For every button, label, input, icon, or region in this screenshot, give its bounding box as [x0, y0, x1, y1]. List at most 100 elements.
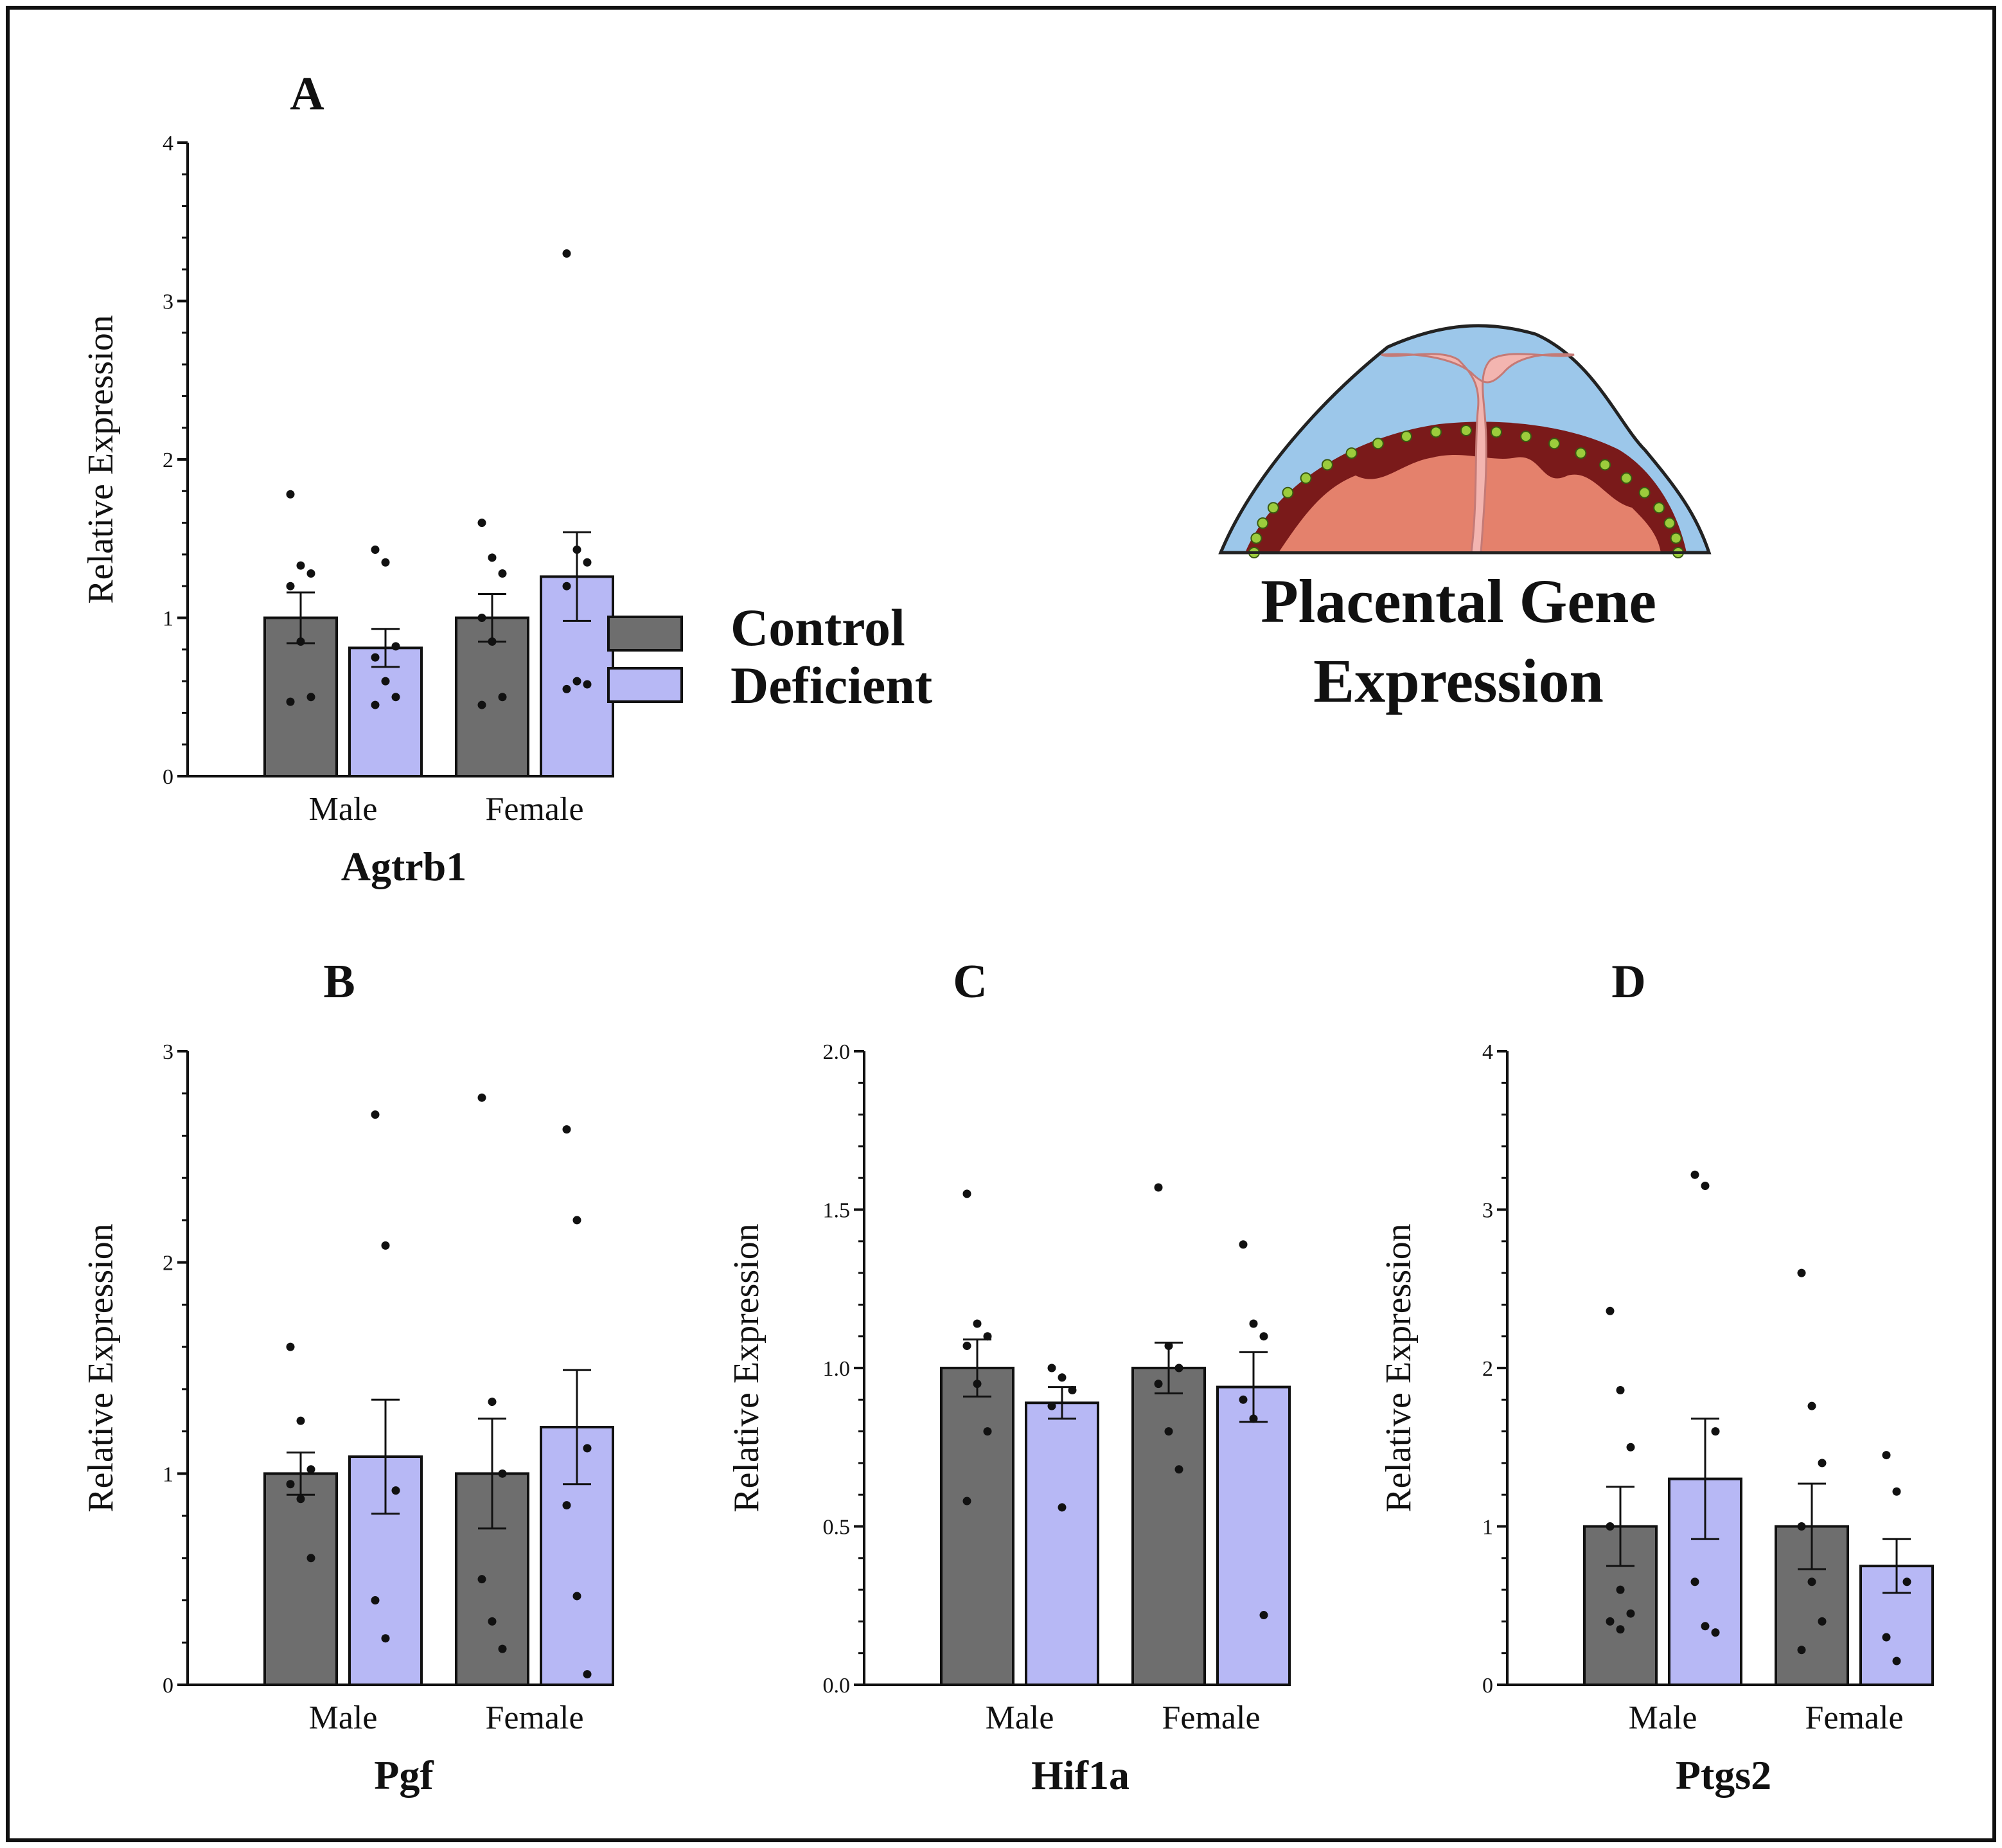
- data-point: [286, 697, 295, 706]
- y-tick-label: 0: [1482, 1674, 1493, 1698]
- panel-b-chart: B Relative Expression 0 1 2 3 Male Female Pgf: [81, 955, 614, 1798]
- y-tick-label: 2: [1482, 1357, 1493, 1381]
- placenta-cell-dot: [1663, 517, 1676, 529]
- data-point: [1154, 1380, 1163, 1389]
- placenta-cell-dot: [1548, 438, 1561, 450]
- x-category-label: Male: [1629, 1700, 1697, 1736]
- data-point: [1690, 1170, 1699, 1179]
- x-category-label: Male: [309, 1700, 378, 1736]
- bar-control: [940, 1367, 1014, 1686]
- data-point: [306, 693, 315, 702]
- panel-c-chart: C Relative Expression 0.0 0.5 1.0 1.5 2.0 Male F…: [727, 955, 1291, 1798]
- y-axis-label: Relative Expression: [81, 315, 121, 603]
- data-point: [562, 684, 571, 693]
- data-point: [1616, 1585, 1625, 1594]
- y-tick-label: 1: [163, 1462, 173, 1486]
- data-point: [488, 1617, 497, 1626]
- placenta-cell-dot: [1599, 459, 1611, 471]
- data-point: [286, 490, 295, 499]
- data-point: [391, 693, 400, 702]
- y-axis-label: Relative Expression: [1379, 1223, 1419, 1512]
- bar-deficient: [1216, 1385, 1291, 1687]
- data-point: [477, 1575, 486, 1584]
- y-tick-label: 1.0: [823, 1357, 851, 1381]
- data-point: [306, 569, 315, 578]
- legend-label-deficient: Deficient: [731, 656, 932, 715]
- data-point: [572, 546, 581, 555]
- data-point: [381, 1241, 390, 1250]
- data-point: [1797, 1522, 1806, 1531]
- data-point: [1818, 1459, 1827, 1468]
- placenta-cell-dot: [1300, 472, 1312, 484]
- panel-letter: C: [953, 955, 987, 1008]
- y-tick-label: 0.5: [823, 1516, 851, 1540]
- data-point: [962, 1189, 971, 1198]
- y-tick-label: 0: [163, 1674, 173, 1698]
- data-point: [1807, 1401, 1816, 1410]
- data-point: [1626, 1443, 1635, 1452]
- data-point: [498, 569, 507, 578]
- data-point: [296, 1416, 305, 1425]
- data-point: [1164, 1427, 1173, 1436]
- gene-label: Hif1a: [1031, 1752, 1129, 1798]
- data-point: [1701, 1622, 1710, 1631]
- x-category-label: Male: [309, 791, 378, 828]
- data-point: [583, 1670, 592, 1679]
- placenta-cell-dot: [1345, 447, 1358, 459]
- placenta-cell-dot: [1321, 459, 1333, 471]
- data-point: [562, 582, 571, 591]
- data-point: [498, 693, 507, 702]
- data-point: [296, 637, 305, 646]
- y-axis-label: Relative Expression: [727, 1223, 766, 1512]
- data-point: [296, 561, 305, 570]
- x-category-label: Female: [485, 1700, 583, 1736]
- y-tick-label: 4: [1482, 1040, 1493, 1064]
- placenta-cell-dot: [1430, 426, 1442, 438]
- data-point: [1174, 1465, 1183, 1474]
- data-point: [1711, 1628, 1720, 1637]
- y-tick-label: 3: [1482, 1199, 1493, 1223]
- placenta-cell-dot: [1620, 472, 1633, 484]
- data-point: [1797, 1646, 1806, 1655]
- y-tick-label: 3: [163, 290, 173, 314]
- data-point: [1892, 1657, 1901, 1666]
- figure-title-line1: Placental Gene: [1261, 567, 1656, 635]
- data-point: [306, 1465, 315, 1474]
- data-point: [286, 1342, 295, 1351]
- data-point: [562, 1125, 571, 1134]
- placenta-cell-dot: [1267, 502, 1279, 514]
- gene-label: Pgf: [374, 1752, 434, 1798]
- data-point: [1239, 1395, 1248, 1404]
- data-point: [1807, 1577, 1816, 1586]
- data-point: [391, 642, 400, 651]
- data-point: [1626, 1609, 1635, 1618]
- placenta-cell-dots: [1248, 425, 1684, 558]
- placenta-cell-dot: [1282, 486, 1294, 499]
- bar-deficient: [1025, 1401, 1099, 1686]
- data-point: [572, 1216, 581, 1225]
- legend: Control Deficient: [607, 598, 932, 715]
- placenta-cell-dot: [1638, 486, 1651, 499]
- data-point: [1701, 1182, 1710, 1191]
- data-point: [1259, 1611, 1268, 1620]
- data-point: [1606, 1522, 1615, 1531]
- bar-control: [263, 1472, 338, 1686]
- x-category-label: Female: [1805, 1700, 1903, 1736]
- data-point: [381, 558, 390, 567]
- y-tick-label: 2: [163, 1252, 173, 1275]
- data-point: [488, 553, 497, 562]
- data-point: [562, 249, 571, 258]
- placenta-cell-dot: [1460, 425, 1472, 436]
- data-point: [1249, 1414, 1258, 1423]
- data-point: [973, 1319, 982, 1328]
- panel-a-chart: A Relative Expression 0 1 2 3 4 Male Female Agtrb…: [81, 67, 614, 889]
- data-point: [371, 700, 380, 709]
- placenta-cell-dot: [1653, 502, 1665, 514]
- umbilical-vessel: [1381, 353, 1575, 554]
- data-point: [583, 680, 592, 689]
- y-tick-label: 1.5: [823, 1199, 851, 1223]
- placenta-cell-dot: [1670, 532, 1682, 544]
- data-point: [962, 1341, 971, 1350]
- panel-d-chart: D Relative Expression 0 1 2 3 4 Male Female Ptgs2: [1379, 955, 1934, 1798]
